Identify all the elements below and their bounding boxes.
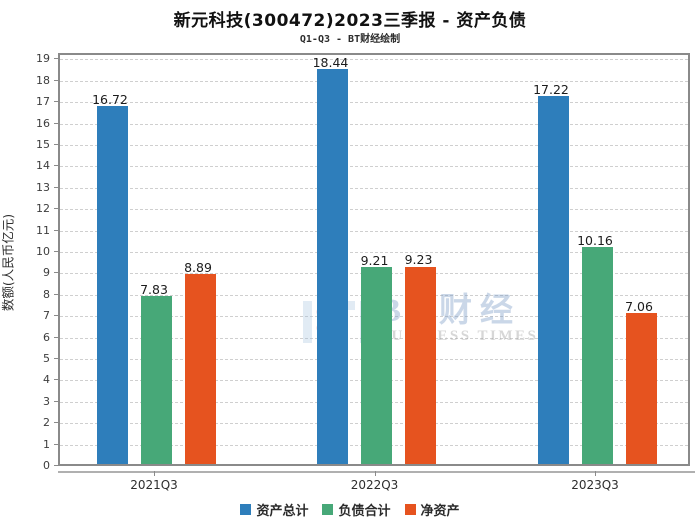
gridline	[60, 230, 688, 232]
legend-item-净资产: 净资产	[404, 500, 460, 519]
y-tick-mark	[54, 293, 58, 295]
y-tick-label: 0	[43, 459, 50, 472]
bar-资产总计-2021Q3	[96, 106, 128, 464]
bar-负债合计-2022Q3	[361, 266, 392, 464]
y-tick-label: 7	[43, 309, 50, 323]
y-tick-label: 13	[36, 180, 50, 194]
y-axis-title: 数额(人民币亿元)	[0, 213, 16, 312]
gridline	[60, 59, 688, 61]
y-tick-mark	[54, 144, 58, 145]
y-tick-label: 15	[36, 138, 50, 151]
y-tick-label: 17	[36, 95, 50, 109]
chart-title: 新元科技(300472)2023三季报 - 资产负债	[173, 11, 527, 31]
y-tick-mark	[54, 101, 58, 103]
legend-label: 负债合计	[338, 503, 391, 519]
gridline	[60, 123, 688, 125]
y-tick-mark	[54, 315, 58, 317]
y-tick-mark	[54, 58, 58, 60]
bar-value-label: 9.23	[404, 252, 433, 268]
bar-资产总计-2022Q3	[317, 69, 348, 464]
y-tick-label: 16	[36, 116, 50, 130]
x-tick-label-2022Q3: 2022Q3	[350, 478, 399, 492]
watermark-brand-en: BUSINESS TIMES	[379, 328, 539, 344]
chart-subtitle: Q1-Q3 - BT财经绘制	[299, 34, 401, 45]
y-tick-label: 8	[43, 287, 50, 301]
y-tick-mark	[54, 229, 58, 231]
bar-负债合计-2023Q3	[581, 246, 613, 464]
plot-area: BT财经 BUSINESS TIMES	[58, 53, 690, 466]
y-tick-label: 9	[43, 266, 50, 280]
bar-value-label: 9.21	[360, 252, 389, 268]
y-tick-mark	[54, 443, 58, 445]
legend-item-资产总计: 资产总计	[240, 500, 308, 519]
legend-item-负债合计: 负债合计	[322, 500, 391, 519]
legend-swatch	[322, 503, 334, 515]
bar-资产总计-2023Q3	[537, 95, 569, 464]
legend: 资产总计 负债合计 净资产	[0, 500, 700, 519]
y-tick-mark	[54, 422, 58, 424]
legend-swatch	[404, 503, 416, 515]
y-tick-label: 5	[43, 352, 50, 365]
bar-value-label: 17.22	[533, 81, 569, 97]
watermark-brand-cn: BT财经	[379, 293, 522, 329]
y-tick-mark	[54, 358, 58, 359]
y-tick-mark	[54, 465, 58, 466]
bar-净资产-2022Q3	[405, 266, 436, 464]
y-tick-mark	[54, 186, 58, 188]
legend-swatch	[240, 503, 252, 515]
y-tick-label: 11	[36, 223, 50, 237]
legend-label: 净资产	[420, 503, 460, 519]
gridline	[60, 166, 688, 168]
y-tick-label: 18	[36, 73, 50, 87]
legend-label: 资产总计	[256, 503, 309, 519]
x-axis-line	[58, 471, 695, 473]
bar-value-label: 10.16	[577, 232, 613, 248]
bar-value-label: 18.44	[312, 55, 349, 71]
y-tick-mark	[54, 272, 58, 274]
x-tick-mark	[595, 471, 596, 476]
bar-value-label: 7.83	[140, 282, 168, 298]
y-tick-label: 2	[43, 416, 50, 430]
y-tick-label: 14	[36, 159, 50, 173]
y-tick-label: 1	[43, 437, 50, 451]
gridline	[60, 187, 688, 189]
bar-value-label: 8.89	[184, 259, 212, 275]
gridline	[60, 252, 688, 253]
gridline	[60, 80, 688, 82]
y-tick-mark	[54, 251, 58, 252]
bar-value-label: 16.72	[92, 92, 128, 108]
x-tick-label-2021Q3: 2021Q3	[130, 478, 178, 492]
x-tick-mark	[374, 471, 376, 476]
gridline	[60, 209, 688, 211]
y-tick-mark	[54, 379, 58, 381]
y-tick-label: 4	[43, 373, 50, 387]
gridline	[60, 102, 688, 104]
y-tick-label: 19	[36, 52, 50, 66]
bar-净资产-2021Q3	[184, 273, 216, 464]
y-tick-label: 10	[36, 245, 50, 258]
bar-负债合计-2021Q3	[140, 296, 172, 464]
gridline	[60, 145, 688, 146]
y-tick-mark	[54, 79, 58, 81]
y-tick-mark	[54, 165, 58, 167]
y-tick-mark	[54, 400, 58, 402]
x-tick-label-2023Q3: 2023Q3	[571, 478, 619, 492]
bar-value-label: 7.06	[625, 298, 653, 314]
y-tick-label: 12	[36, 202, 50, 216]
y-tick-mark	[54, 122, 58, 124]
bar-净资产-2023Q3	[625, 312, 657, 464]
x-tick-mark	[154, 471, 155, 476]
y-tick-label: 6	[43, 330, 50, 344]
y-tick-mark	[54, 336, 58, 338]
y-tick-mark	[54, 208, 58, 210]
y-tick-label: 3	[43, 394, 50, 408]
